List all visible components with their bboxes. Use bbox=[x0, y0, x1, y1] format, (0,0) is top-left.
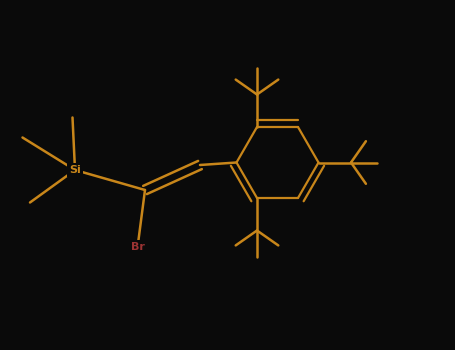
Text: Br: Br bbox=[131, 243, 144, 252]
Text: Si: Si bbox=[69, 165, 81, 175]
